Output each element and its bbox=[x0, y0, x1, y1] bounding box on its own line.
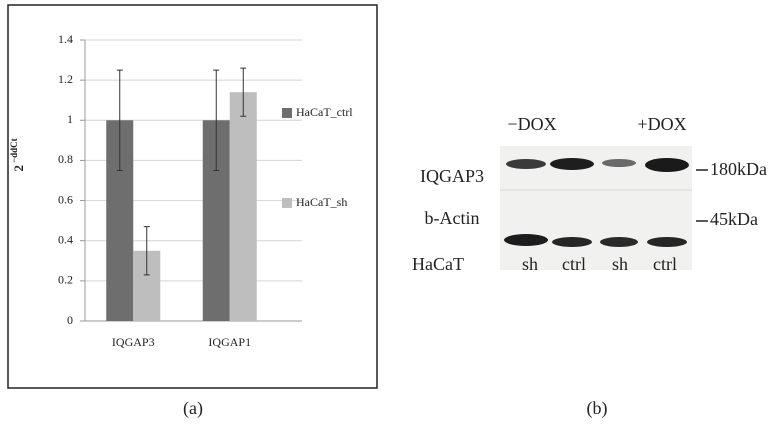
size-marker: 45kDa bbox=[710, 209, 758, 229]
y-tick-label: 0.4 bbox=[58, 232, 73, 246]
chart-frame bbox=[7, 4, 378, 389]
band bbox=[602, 159, 636, 167]
cell-line: HaCaT bbox=[412, 254, 464, 274]
x-tick-label: IQGAP3 bbox=[112, 335, 155, 349]
error-bar bbox=[143, 226, 150, 276]
legend-swatch bbox=[282, 198, 292, 208]
y-tick-label: 0.6 bbox=[58, 192, 73, 206]
row-label: IQGAP3 bbox=[420, 166, 484, 186]
error-bar bbox=[116, 69, 123, 171]
y-tick-label: 0.2 bbox=[58, 273, 73, 287]
lane-label: sh bbox=[612, 254, 628, 274]
lane-label: ctrl bbox=[653, 254, 677, 274]
lane-label: sh bbox=[522, 254, 538, 274]
band bbox=[600, 237, 638, 247]
row-label: b-Actin bbox=[425, 208, 480, 228]
y-tick-label: 1.4 bbox=[58, 32, 73, 46]
band bbox=[504, 234, 548, 246]
y-label-base: 2 bbox=[11, 165, 26, 172]
error-bar bbox=[213, 69, 220, 171]
legend-swatch bbox=[282, 108, 292, 118]
y-axis-label: 2 −ddCt bbox=[9, 138, 26, 171]
y-tick-label: 0.8 bbox=[58, 152, 73, 166]
y-label-exponent: −ddCt bbox=[9, 138, 19, 163]
caption: (b) bbox=[587, 398, 608, 419]
bar bbox=[229, 92, 257, 321]
size-marker: 180kDa bbox=[710, 159, 767, 179]
x-tick-label: IQGAP1 bbox=[208, 335, 251, 349]
legend-label: HaCaT_ctrl bbox=[296, 105, 353, 119]
condition-label: −DOX bbox=[507, 114, 556, 134]
error-bar bbox=[240, 67, 247, 117]
y-tick-label: 1.2 bbox=[58, 72, 73, 86]
condition-label: +DOX bbox=[637, 114, 686, 134]
y-tick-label: 1 bbox=[67, 112, 73, 126]
band bbox=[550, 158, 594, 170]
legend-label: HaCaT_sh bbox=[296, 195, 347, 209]
caption: (a) bbox=[183, 398, 203, 419]
y-tick-label: 0 bbox=[67, 313, 73, 327]
band bbox=[647, 237, 687, 247]
band bbox=[506, 159, 546, 169]
band bbox=[645, 158, 689, 172]
band bbox=[552, 237, 592, 247]
lane-label: ctrl bbox=[562, 254, 586, 274]
